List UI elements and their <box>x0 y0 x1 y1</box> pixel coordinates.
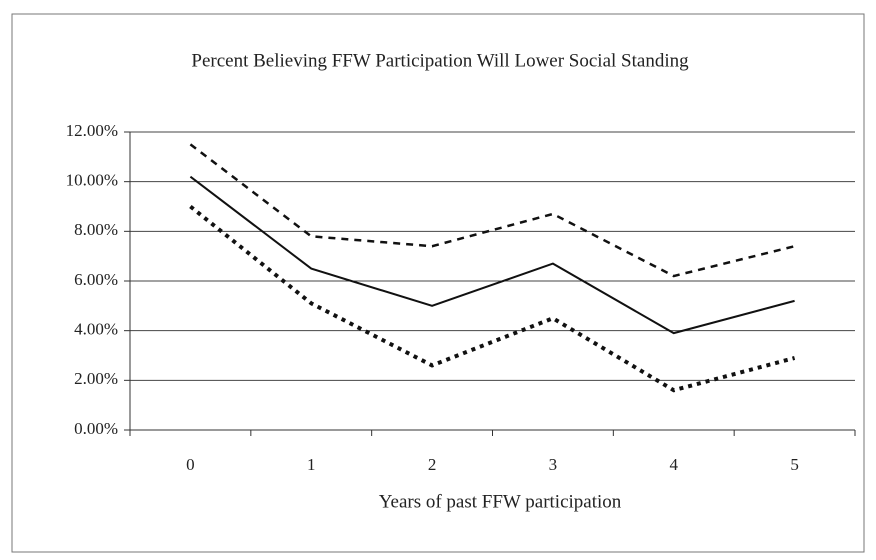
y-tick-label: 0.00% <box>74 419 118 438</box>
chart-border <box>11 13 865 553</box>
x-tick-label: 4 <box>670 455 679 474</box>
y-tick-label: 12.00% <box>66 121 118 140</box>
x-tick-label: 5 <box>790 455 799 474</box>
x-tick-label: 0 <box>186 455 195 474</box>
y-tick-label: 8.00% <box>74 220 118 239</box>
y-tick-label: 4.00% <box>74 320 118 339</box>
x-axis-label: Years of past FFW participation <box>379 491 622 512</box>
y-tick-label: 6.00% <box>74 270 118 289</box>
x-tick-label: 3 <box>549 455 558 474</box>
y-tick-label: 2.00% <box>74 369 118 388</box>
y-tick-label: 10.00% <box>66 171 118 190</box>
x-tick-label: 1 <box>307 455 316 474</box>
chart-title: Percent Believing FFW Participation Will… <box>191 50 689 71</box>
x-tick-label: 2 <box>428 455 437 474</box>
series-line <box>189 204 796 393</box>
series-line <box>189 175 795 335</box>
